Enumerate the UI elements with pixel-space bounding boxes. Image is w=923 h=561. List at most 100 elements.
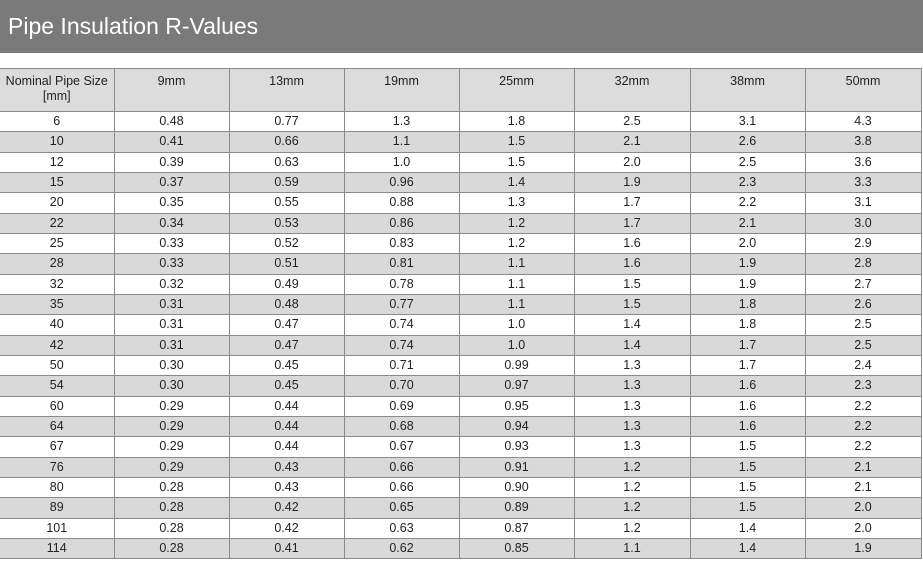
r-value-cell: 0.32 <box>113 273 230 295</box>
r-value-cell: 1.3 <box>458 192 575 214</box>
table-container: Nominal Pipe Size [mm] 9mm 13mm 19mm 25m… <box>0 68 923 560</box>
r-value-cell: 1.9 <box>573 171 691 194</box>
r-value-cell: 1.7 <box>573 212 691 234</box>
r-value-cell: 2.5 <box>689 151 806 173</box>
r-value-cell: 0.30 <box>113 354 230 377</box>
r-value-cell: 1.7 <box>689 334 806 356</box>
r-value-cell: 1.3 <box>573 436 691 458</box>
table-row: 35 0.31 0.48 0.77 1.1 1.5 1.8 2.6 <box>0 293 922 316</box>
pipe-size-cell: 89 <box>0 497 115 519</box>
r-value-cell: 2.6 <box>804 293 922 316</box>
r-value-cell: 0.90 <box>458 476 575 499</box>
r-value-cell: 0.91 <box>458 456 575 478</box>
r-value-cell: 1.1 <box>458 293 575 316</box>
pipe-size-cell: 40 <box>0 314 115 336</box>
r-value-cell: 2.5 <box>573 110 691 133</box>
table-row: 89 0.28 0.42 0.65 0.89 1.2 1.5 2.0 <box>0 497 922 519</box>
r-value-cell: 0.43 <box>228 456 345 478</box>
pipe-size-cell: 28 <box>0 253 115 275</box>
r-value-cell: 2.2 <box>804 395 922 417</box>
r-value-cell: 1.2 <box>573 456 691 478</box>
r-value-cell: 0.63 <box>228 151 345 173</box>
r-value-cell: 2.2 <box>804 415 922 438</box>
r-value-cell: 1.4 <box>573 314 691 336</box>
r-value-cell: 0.44 <box>228 436 345 458</box>
table-row: 25 0.33 0.52 0.83 1.2 1.6 2.0 2.9 <box>0 232 922 255</box>
pipe-size-cell: 10 <box>0 131 115 153</box>
table-row: 15 0.37 0.59 0.96 1.4 1.9 2.3 3.3 <box>0 171 922 194</box>
r-value-cell: 0.33 <box>113 232 230 255</box>
r-value-cell: 2.7 <box>804 273 922 295</box>
r-value-cell: 0.41 <box>113 131 230 153</box>
table-row: 32 0.32 0.49 0.78 1.1 1.5 1.9 2.7 <box>0 273 922 295</box>
r-value-cell: 0.51 <box>228 253 345 275</box>
r-value-cell: 1.5 <box>573 273 691 295</box>
r-value-cell: 0.45 <box>228 375 345 397</box>
r-value-cell: 0.89 <box>458 497 575 519</box>
r-value-cell: 2.3 <box>804 375 922 397</box>
table-row: 42 0.31 0.47 0.74 1.0 1.4 1.7 2.5 <box>0 334 922 356</box>
r-value-cell: 2.5 <box>804 314 922 336</box>
r-value-cell: 0.55 <box>228 192 345 214</box>
table-row: 67 0.29 0.44 0.67 0.93 1.3 1.5 2.2 <box>0 436 922 458</box>
r-value-cell: 3.1 <box>689 110 806 133</box>
title-bar: Pipe Insulation R-Values <box>0 0 923 53</box>
r-value-cell: 0.81 <box>343 253 460 275</box>
r-value-cell: 0.44 <box>228 415 345 438</box>
r-value-cell: 0.74 <box>343 314 460 336</box>
r-value-cell: 1.9 <box>689 273 806 295</box>
r-value-cell: 1.7 <box>689 354 806 377</box>
r-value-cell: 1.1 <box>573 537 691 560</box>
r-value-cell: 1.5 <box>573 293 691 316</box>
r-value-cell: 1.5 <box>458 151 575 173</box>
r-value-cell: 0.31 <box>113 334 230 356</box>
r-value-cell: 0.59 <box>228 171 345 194</box>
r-value-cell: 2.1 <box>689 212 806 234</box>
r-value-cell: 0.99 <box>458 354 575 377</box>
r-value-cell: 0.43 <box>228 476 345 499</box>
r-value-cell: 1.6 <box>689 395 806 417</box>
r-value-cell: 0.35 <box>113 192 230 214</box>
r-value-cell: 0.93 <box>458 436 575 458</box>
pipe-size-cell: 15 <box>0 171 115 194</box>
r-value-cell: 2.1 <box>573 131 691 153</box>
r-value-cell: 2.6 <box>689 131 806 153</box>
r-value-cell: 3.3 <box>804 171 922 194</box>
table-row: 22 0.34 0.53 0.86 1.2 1.7 2.1 3.0 <box>0 212 922 234</box>
r-value-cell: 0.34 <box>113 212 230 234</box>
r-value-cell: 4.3 <box>804 110 922 133</box>
r-value-cell: 1.4 <box>689 537 806 560</box>
table-row: 28 0.33 0.51 0.81 1.1 1.6 1.9 2.8 <box>0 253 922 275</box>
r-value-cell: 2.5 <box>804 334 922 356</box>
r-value-cell: 0.71 <box>343 354 460 377</box>
r-value-cell: 0.29 <box>113 456 230 478</box>
table-row: 50 0.30 0.45 0.71 0.99 1.3 1.7 2.4 <box>0 354 922 377</box>
r-value-cell: 0.28 <box>113 476 230 499</box>
r-value-cell: 2.8 <box>804 253 922 275</box>
r-value-cell: 1.5 <box>458 131 575 153</box>
table-row: 114 0.28 0.41 0.62 0.85 1.1 1.4 1.9 <box>0 537 922 560</box>
r-value-cell: 0.42 <box>228 517 345 539</box>
r-value-cell: 0.86 <box>343 212 460 234</box>
r-value-cell: 2.0 <box>804 517 922 539</box>
column-header-50mm: 50mm <box>804 68 922 112</box>
r-value-cell: 1.3 <box>573 395 691 417</box>
r-value-cell: 1.5 <box>689 456 806 478</box>
r-value-cell: 0.47 <box>228 314 345 336</box>
pipe-size-cell: 114 <box>0 537 115 560</box>
r-value-cell: 1.5 <box>689 436 806 458</box>
r-value-cell: 1.3 <box>573 415 691 438</box>
r-value-cell: 0.52 <box>228 232 345 255</box>
r-value-cell: 0.68 <box>343 415 460 438</box>
r-value-cell: 1.4 <box>458 171 575 194</box>
r-value-cell: 1.0 <box>458 334 575 356</box>
r-value-cell: 0.33 <box>113 253 230 275</box>
column-header-9mm: 9mm <box>113 68 230 112</box>
column-header-32mm: 32mm <box>573 68 691 112</box>
r-value-cell: 3.6 <box>804 151 922 173</box>
r-value-cell: 0.96 <box>343 171 460 194</box>
r-value-cell: 0.85 <box>458 537 575 560</box>
r-value-cell: 1.1 <box>458 273 575 295</box>
r-value-cell: 1.2 <box>458 212 575 234</box>
r-value-cell: 0.74 <box>343 334 460 356</box>
